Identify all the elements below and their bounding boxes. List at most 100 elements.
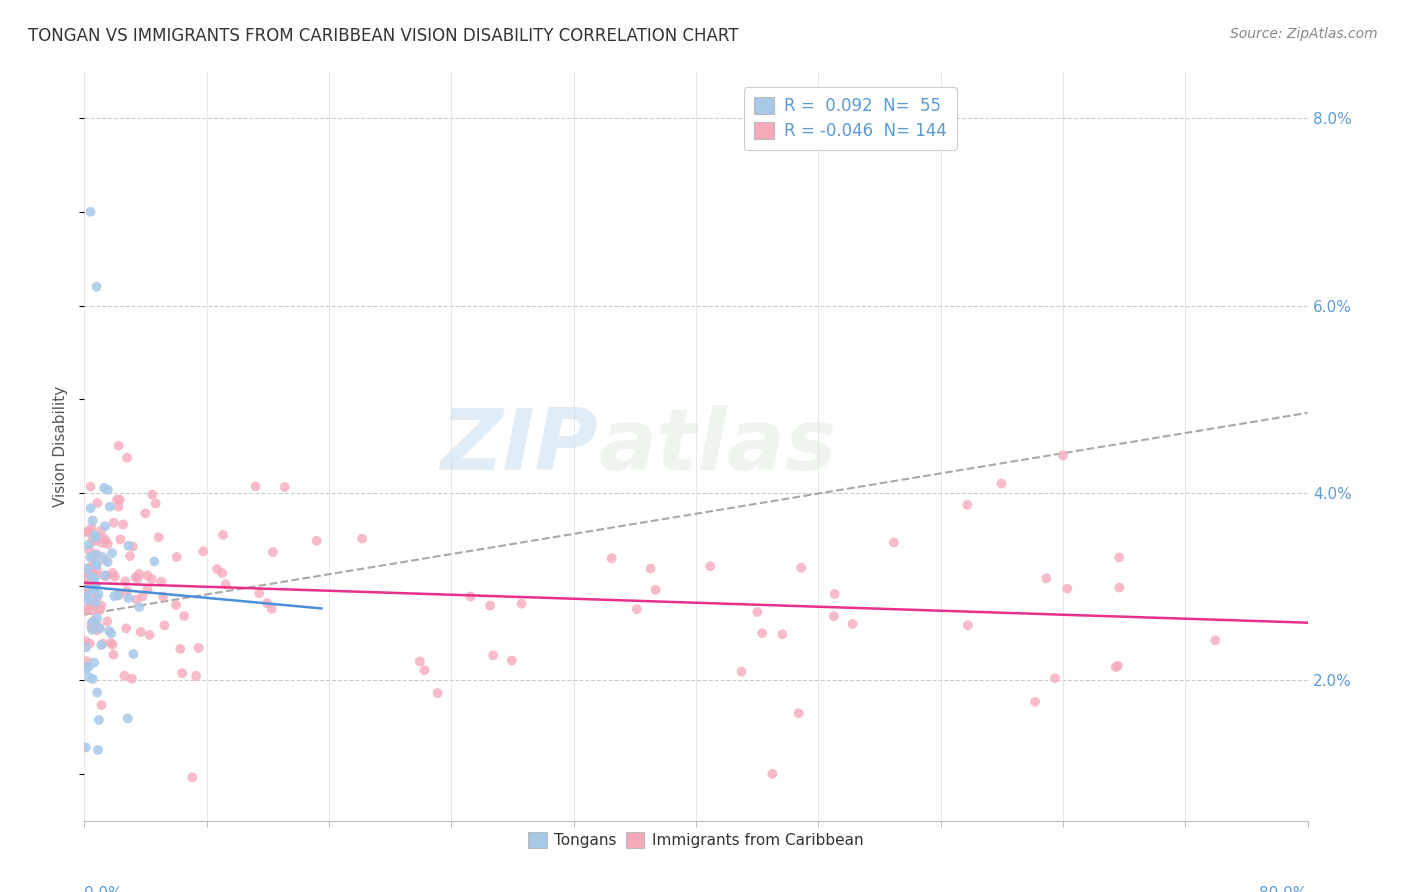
- Point: [76, 562, 98, 576]
- Point: [79, 501, 101, 516]
- Point: [87, 620, 110, 634]
- Point: [75, 602, 97, 616]
- Point: [640, 561, 662, 575]
- Text: atlas: atlas: [598, 404, 837, 488]
- Point: [121, 672, 143, 686]
- Point: [136, 582, 159, 597]
- Point: [84, 595, 107, 609]
- Point: [79, 586, 101, 600]
- Point: [86, 611, 108, 625]
- Point: [1108, 550, 1130, 565]
- Point: [103, 516, 125, 530]
- Point: [460, 590, 482, 604]
- Point: [84, 548, 107, 562]
- Point: [141, 572, 163, 586]
- Point: [626, 602, 648, 616]
- Point: [841, 616, 863, 631]
- Point: [112, 517, 135, 532]
- Point: [114, 669, 136, 683]
- Point: [79, 479, 101, 493]
- Point: [89, 621, 111, 635]
- Point: [90, 599, 112, 613]
- Point: [426, 686, 449, 700]
- Point: [96, 568, 118, 582]
- Point: [82, 550, 104, 565]
- Point: [787, 706, 810, 721]
- Point: [212, 528, 235, 542]
- Point: [89, 603, 111, 617]
- Point: [80, 521, 103, 535]
- Point: [75, 603, 97, 617]
- Point: [96, 615, 118, 629]
- Point: [75, 662, 97, 676]
- Point: [1204, 633, 1226, 648]
- Y-axis label: Vision Disability: Vision Disability: [53, 385, 69, 507]
- Point: [83, 572, 105, 586]
- Point: [501, 653, 523, 667]
- Point: [80, 561, 103, 575]
- Point: [76, 654, 98, 668]
- Point: [82, 604, 104, 618]
- Point: [273, 480, 295, 494]
- Point: [90, 698, 112, 712]
- Point: [115, 450, 138, 465]
- Point: [86, 568, 108, 582]
- Point: [83, 617, 105, 632]
- Point: [87, 587, 110, 601]
- Text: 0.0%: 0.0%: [84, 887, 124, 892]
- Point: [153, 618, 176, 632]
- Point: [247, 586, 270, 600]
- Point: [75, 589, 97, 603]
- Point: [80, 569, 103, 583]
- Point: [82, 533, 104, 547]
- Point: [124, 570, 146, 584]
- Point: [173, 609, 195, 624]
- Point: [75, 565, 97, 579]
- Point: [165, 598, 187, 612]
- Point: [83, 528, 105, 542]
- Point: [956, 618, 979, 632]
- Point: [262, 545, 284, 559]
- Point: [152, 590, 174, 604]
- Point: [990, 476, 1012, 491]
- Point: [77, 542, 100, 557]
- Point: [117, 539, 139, 553]
- Point: [86, 280, 108, 294]
- Point: [141, 487, 163, 501]
- Point: [600, 551, 623, 566]
- Point: [644, 582, 666, 597]
- Point: [75, 634, 97, 648]
- Point: [79, 560, 101, 574]
- Point: [114, 574, 136, 589]
- Point: [150, 574, 173, 589]
- Point: [77, 538, 100, 552]
- Point: [82, 615, 104, 629]
- Point: [823, 609, 845, 624]
- Point: [83, 656, 105, 670]
- Point: [107, 589, 129, 603]
- Point: [94, 519, 117, 533]
- Point: [77, 670, 100, 684]
- Point: [138, 628, 160, 642]
- Point: [104, 569, 127, 583]
- Point: [98, 624, 121, 638]
- Point: [77, 593, 100, 607]
- Point: [128, 600, 150, 615]
- Point: [413, 663, 436, 677]
- Point: [699, 559, 721, 574]
- Point: [166, 549, 188, 564]
- Point: [84, 530, 107, 544]
- Point: [108, 492, 131, 507]
- Point: [790, 560, 813, 574]
- Point: [84, 534, 107, 549]
- Point: [94, 533, 117, 548]
- Point: [91, 637, 114, 651]
- Point: [479, 599, 502, 613]
- Point: [84, 578, 107, 592]
- Point: [1052, 449, 1074, 463]
- Point: [1056, 582, 1078, 596]
- Point: [75, 590, 97, 604]
- Point: [101, 638, 124, 652]
- Point: [1024, 695, 1046, 709]
- Point: [1043, 671, 1066, 685]
